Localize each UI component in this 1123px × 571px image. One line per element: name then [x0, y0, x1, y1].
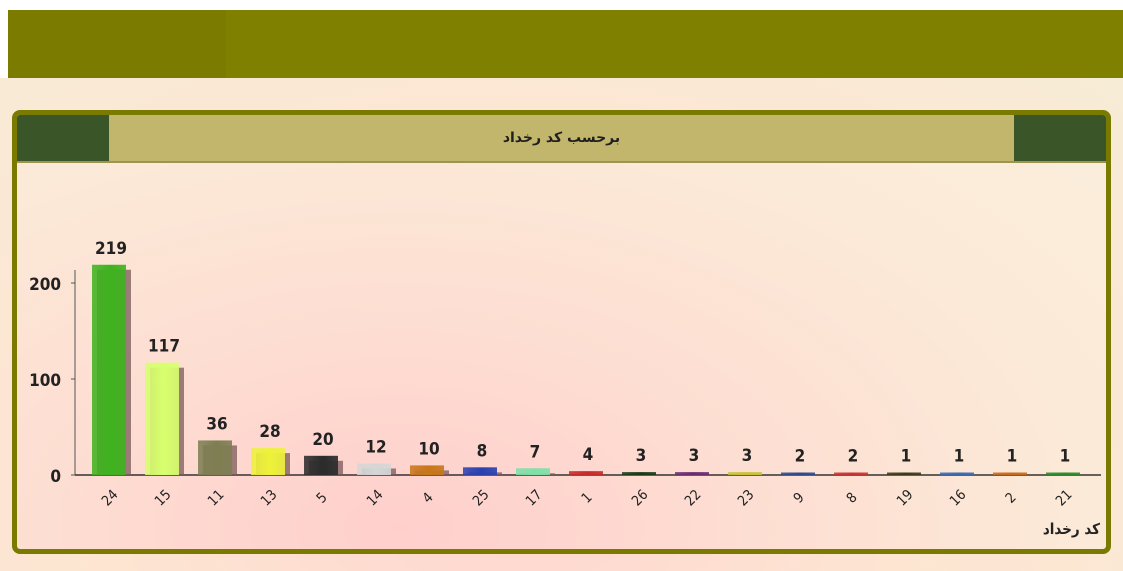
data-label: 117 [148, 337, 180, 357]
x-tick-label: 13 [258, 487, 281, 510]
bar-8 [834, 472, 868, 475]
bar-13 [251, 448, 285, 475]
panel-header-left-block [17, 115, 109, 161]
data-label: 1 [954, 447, 965, 467]
banner-logo-area [8, 10, 226, 78]
data-label: 219 [95, 239, 127, 259]
data-label: 12 [365, 437, 386, 457]
x-tick-label: 5 [314, 490, 331, 507]
x-tick-label: 23 [735, 487, 758, 510]
data-label: 4 [583, 445, 594, 465]
bar-25 [463, 467, 497, 475]
data-label: 1 [901, 447, 912, 467]
y-tick-label: 100 [29, 371, 61, 391]
data-label: 28 [259, 422, 280, 442]
chart-panel-header: برحسب کد رخداد [17, 115, 1106, 163]
x-tick-label: 15 [152, 487, 175, 510]
x-tick-label: 1 [579, 490, 596, 507]
x-tick-label: 11 [205, 487, 228, 510]
bar-17 [516, 468, 550, 475]
data-label: 1 [1060, 447, 1071, 467]
x-tick-label: 2 [1003, 490, 1020, 507]
data-label: 10 [418, 439, 439, 459]
data-label: 1 [1007, 447, 1018, 467]
bar-9 [781, 472, 815, 475]
x-tick-label: 17 [523, 487, 546, 510]
bar-22 [675, 472, 709, 475]
bar-24 [92, 264, 126, 475]
bar-4 [410, 465, 444, 475]
bar-16 [940, 472, 974, 475]
bar-19 [887, 472, 921, 475]
data-label: 7 [530, 442, 541, 462]
data-label: 2 [848, 447, 859, 467]
data-label: 3 [636, 446, 647, 466]
panel-header-right-block [1014, 115, 1106, 161]
x-tick-label: 25 [470, 487, 493, 510]
bar-11 [198, 440, 232, 475]
chart-title: برحسب کد رخداد [502, 130, 621, 146]
top-banner [8, 10, 1123, 78]
y-tick-label: 0 [50, 467, 61, 487]
bar-14 [357, 463, 391, 475]
x-tick-label: 26 [629, 487, 652, 510]
x-tick-label: 8 [844, 490, 861, 507]
data-label: 8 [477, 441, 488, 461]
bar-5 [304, 455, 338, 475]
x-tick-label: 24 [99, 487, 122, 510]
data-label: 20 [312, 430, 333, 450]
chart-panel: برحسب کد رخداد [12, 110, 1111, 554]
bar-1 [569, 471, 603, 475]
data-label: 2 [795, 447, 806, 467]
data-label: 36 [206, 414, 227, 434]
bar-23 [728, 472, 762, 475]
data-label: 3 [742, 446, 753, 466]
bar-26 [622, 472, 656, 475]
bar-2 [993, 472, 1027, 475]
data-label: 3 [689, 446, 700, 466]
x-tick-label: 19 [894, 487, 917, 510]
x-tick-label: 22 [682, 487, 705, 510]
x-tick-label: 4 [420, 490, 437, 507]
x-tick-label: 16 [947, 487, 970, 510]
x-tick-label: 14 [364, 487, 387, 510]
x-tick-label: 21 [1053, 487, 1076, 510]
bar-21 [1046, 472, 1080, 475]
x-axis-label: کد رخداد [1043, 520, 1100, 538]
x-tick-label: 9 [791, 490, 808, 507]
bar-15 [145, 362, 179, 475]
y-tick-label: 200 [29, 275, 61, 295]
